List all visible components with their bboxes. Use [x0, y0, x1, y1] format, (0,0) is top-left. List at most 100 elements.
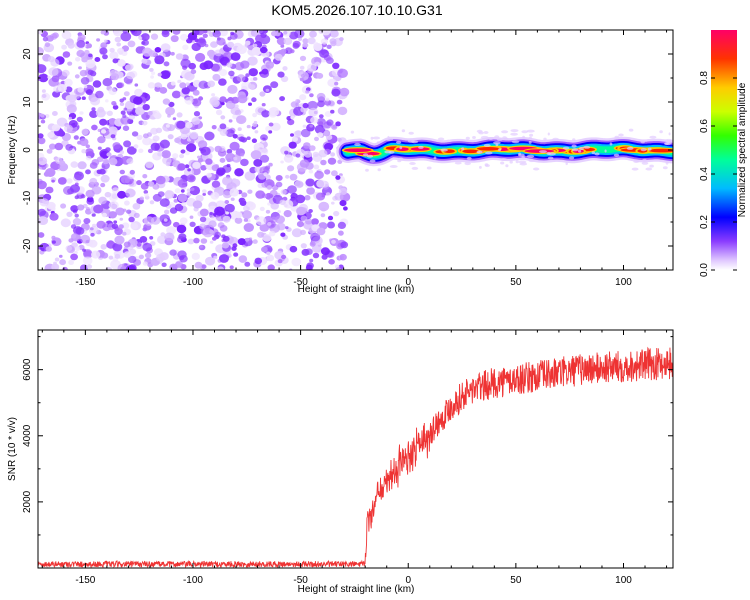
noise-blob	[279, 199, 286, 206]
noise-blob	[308, 107, 319, 117]
signal-halo	[526, 129, 535, 133]
noise-blob	[289, 245, 298, 253]
x-tick-label: -150	[75, 277, 95, 288]
noise-blob	[299, 55, 307, 62]
noise-blob	[162, 98, 171, 105]
noise-blob	[74, 246, 81, 251]
noise-blob	[209, 211, 214, 216]
noise-blob	[111, 101, 117, 106]
noise-blob	[45, 246, 52, 252]
noise-blob	[87, 69, 94, 76]
noise-blob	[247, 189, 253, 194]
noise-blob	[90, 232, 95, 237]
noise-blob	[219, 129, 228, 136]
noise-blob	[290, 115, 295, 120]
noise-blob	[205, 256, 216, 266]
noise-blob	[221, 102, 225, 106]
noise-blob	[89, 162, 98, 169]
noise-blob	[66, 128, 72, 133]
noise-blob	[318, 121, 324, 126]
noise-blob	[305, 89, 310, 94]
noise-blob	[295, 102, 300, 107]
noise-blob	[316, 179, 326, 188]
noise-blob	[177, 250, 187, 259]
noise-blob	[85, 89, 93, 96]
noise-blob	[140, 182, 149, 190]
colorbar-gradient	[711, 30, 737, 270]
noise-blob	[192, 200, 203, 209]
noise-blob	[300, 243, 307, 249]
noise-blob	[266, 185, 272, 190]
noise-blob	[141, 58, 148, 64]
noise-blob	[64, 78, 73, 87]
noise-blob	[118, 224, 124, 230]
noise-blob	[291, 257, 302, 267]
noise-blob	[220, 115, 226, 120]
colorbar-tick-label: 0.4	[699, 167, 710, 181]
noise-blob	[127, 40, 136, 48]
noise-blob	[47, 132, 55, 138]
noise-blob	[184, 71, 195, 81]
snr-ticks: -150 -100 -50 0 50 100 2000 4000 6000	[22, 330, 673, 586]
noise-blob	[214, 206, 225, 216]
noise-blob	[241, 192, 248, 198]
noise-blob	[122, 114, 127, 118]
noise-blob	[299, 65, 305, 70]
noise-blob	[219, 96, 227, 103]
noise-blob	[314, 170, 324, 180]
noise-blob	[222, 176, 233, 186]
x-tick-label: 50	[510, 277, 522, 288]
noise-blob	[261, 110, 270, 118]
noise-blob	[123, 241, 131, 248]
noise-blob	[292, 42, 300, 49]
noise-blob	[210, 41, 218, 48]
noise-blob	[212, 30, 221, 38]
noise-blob	[190, 187, 195, 191]
noise-blob	[203, 224, 211, 231]
noise-blob	[237, 94, 248, 104]
noise-blob	[84, 49, 90, 55]
noise-blob	[331, 124, 338, 130]
noise-blob	[80, 194, 86, 199]
noise-blob	[160, 70, 171, 79]
noise-blob	[300, 229, 306, 235]
noise-blob	[99, 118, 108, 126]
noise-blob	[209, 97, 219, 106]
noise-blob	[339, 200, 347, 207]
x-tick-label: -150	[75, 575, 95, 586]
noise-blob	[326, 119, 334, 126]
noise-blob	[327, 221, 335, 229]
noise-blob	[296, 181, 304, 188]
noise-blob	[200, 165, 207, 171]
noise-blob	[186, 143, 197, 153]
y-tick-label: 0	[22, 147, 33, 153]
signal-halo	[484, 164, 490, 168]
noise-blob	[76, 40, 86, 48]
noise-blob	[254, 257, 263, 265]
noise-blob	[67, 94, 77, 103]
signal-core	[410, 147, 430, 151]
noise-blob	[41, 89, 46, 93]
noise-blob	[265, 61, 275, 69]
noise-blob	[77, 87, 84, 93]
signal-halo	[642, 158, 647, 162]
noise-blob	[180, 134, 188, 140]
snr-panel: -150 -100 -50 0 50 100 2000 4000 6000 Height of …	[7, 329, 674, 595]
noise-blob	[271, 122, 281, 131]
noise-blob	[325, 97, 330, 102]
noise-blob	[219, 157, 226, 163]
noise-blob	[312, 252, 320, 259]
noise-blob	[173, 199, 178, 203]
signal-halo	[411, 140, 419, 144]
noise-blob	[74, 171, 84, 181]
noise-blob	[232, 243, 238, 248]
noise-blob	[261, 182, 268, 188]
noise-blob	[233, 252, 239, 257]
noise-blob	[218, 78, 227, 86]
noise-blob	[303, 142, 311, 149]
noise-blob	[176, 120, 186, 129]
noise-blob	[335, 267, 342, 270]
noise-blob	[111, 223, 119, 230]
noise-blob	[122, 231, 127, 236]
noise-blob	[150, 33, 159, 40]
